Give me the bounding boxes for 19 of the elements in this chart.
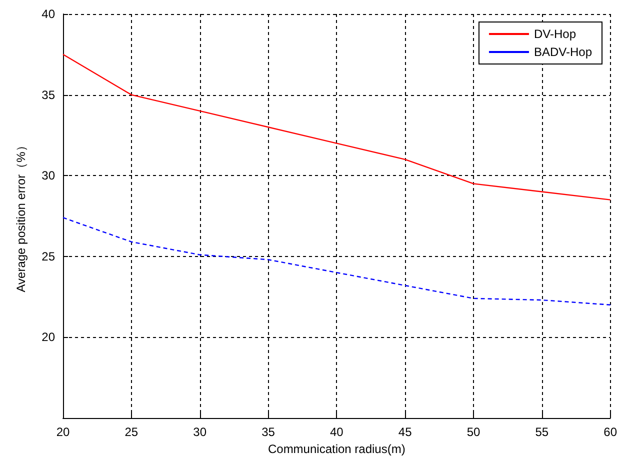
x-axis-title: Communication radius(m) [268,442,406,456]
x-tick-label: 30 [193,425,207,439]
x-tick-label: 40 [330,425,344,439]
x-tick-label: 45 [398,425,412,439]
x-tick-label: 25 [124,425,138,439]
legend-label: DV-Hop [534,27,576,41]
y-tick-label: 35 [42,88,56,102]
line-series [62,217,611,306]
legend-label: BADV-Hop [534,45,592,59]
y-tick-label: 30 [42,168,56,183]
y-tick-label: 40 [42,7,56,21]
x-tick-label: 50 [466,425,480,439]
x-tick-label: 60 [604,425,618,439]
x-tick-label: 20 [56,425,70,439]
x-tick-label: 35 [262,425,276,439]
x-tick-label: 55 [535,425,549,439]
y-tick-label: 25 [42,249,56,264]
y-axis-title: Average position error（%） [14,140,28,292]
y-tick-label: 20 [42,330,56,344]
